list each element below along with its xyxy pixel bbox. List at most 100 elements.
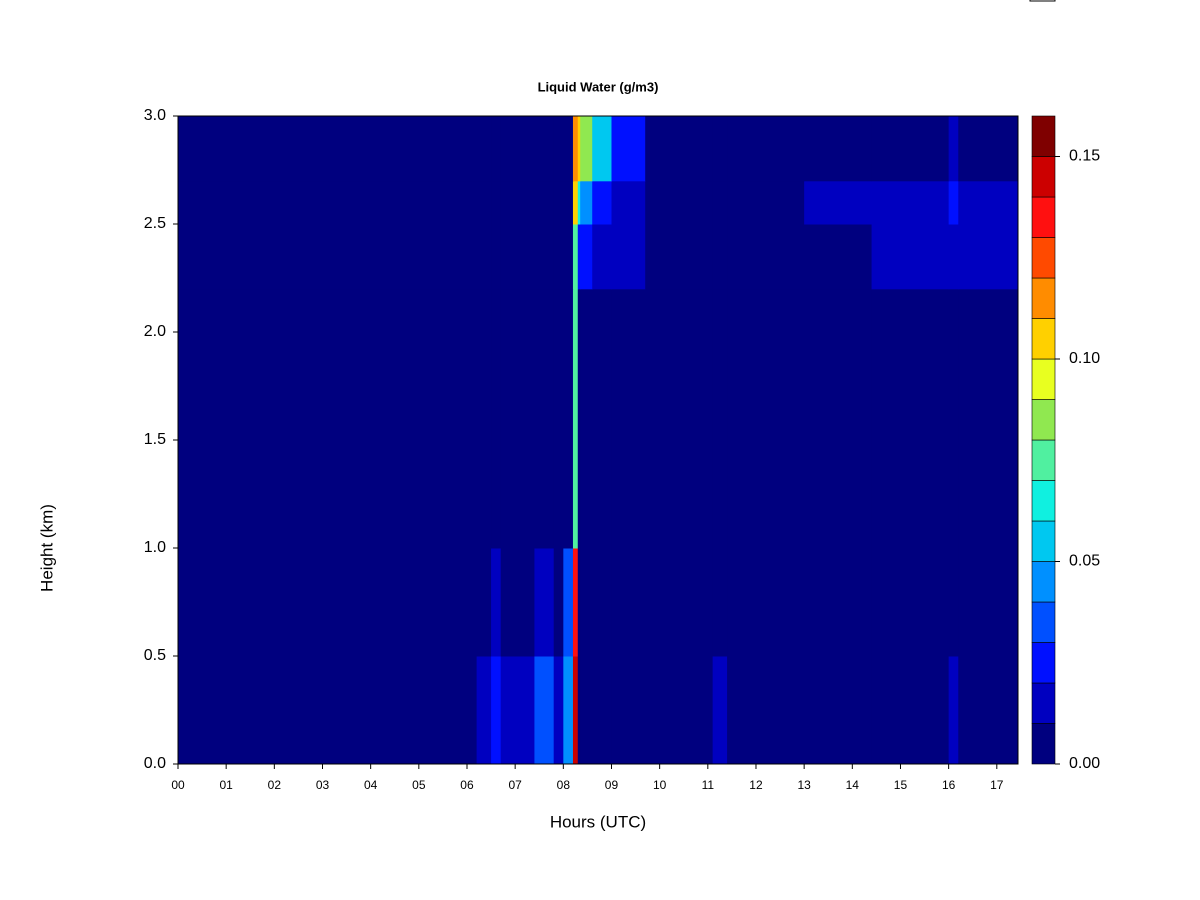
heat-cell: [534, 548, 555, 657]
heat-cell: [958, 656, 1019, 765]
heat-cell: [958, 116, 1019, 182]
heat-cell: [534, 180, 555, 225]
heat-cell: [580, 180, 593, 225]
heat-cell: [500, 180, 535, 225]
x-tick-label: 02: [268, 778, 282, 792]
heat-cell: [592, 548, 612, 657]
heat-cell: [611, 116, 646, 182]
heat-cell: [712, 224, 728, 290]
heat-cell: [577, 180, 581, 225]
heat-cell: [611, 224, 646, 290]
colorbar-band: [1031, 277, 1056, 319]
x-axis-label: Hours (UTC): [550, 812, 646, 831]
y-tick-label: 3.0: [144, 107, 166, 124]
heat-cell: [804, 288, 873, 549]
colorbar-band: [1031, 439, 1056, 481]
heat-cell: [178, 224, 478, 290]
heat-cell: [727, 180, 805, 225]
heat-cell: [476, 116, 492, 182]
heat-cell: [871, 656, 950, 765]
colorbar-band: [1031, 601, 1056, 643]
heat-cell: [804, 224, 873, 290]
heat-cell: [871, 180, 950, 225]
x-tick-label: 17: [990, 778, 1004, 792]
colorbar-tick-label: 0.00: [1069, 755, 1100, 772]
colorbar-band: [1031, 115, 1056, 157]
heat-cell: [592, 288, 612, 549]
heat-cell: [645, 656, 714, 765]
heat-cell: [580, 116, 593, 182]
heat-cell: [500, 116, 535, 182]
x-tick-label: 09: [605, 778, 619, 792]
heat-cell: [948, 548, 959, 657]
corner-box: [1029, 0, 1056, 2]
heat-cell: [491, 116, 502, 182]
heat-cell: [563, 656, 574, 765]
heat-cell: [645, 224, 714, 290]
heat-cell: [645, 180, 714, 225]
heat-cell: [958, 548, 1019, 657]
x-tick-label: 11: [702, 778, 715, 792]
x-tick-label: 07: [508, 778, 522, 792]
colorbar-band: [1031, 561, 1056, 603]
x-tick-label: 16: [942, 778, 956, 792]
heat-cell: [948, 288, 959, 549]
heat-cell: [611, 180, 646, 225]
heat-cell: [563, 224, 574, 290]
heat-cell: [491, 180, 502, 225]
heat-cell: [563, 548, 574, 657]
heat-cell: [712, 288, 728, 549]
heat-cell: [712, 656, 728, 765]
heat-cell: [572, 116, 579, 182]
x-tick-label: 00: [171, 778, 185, 792]
heat-cell: [491, 288, 502, 549]
heat-cell: [580, 656, 593, 765]
heat-cell: [500, 224, 535, 290]
y-tick-label: 1.5: [144, 431, 166, 448]
colorbar-band: [1031, 237, 1056, 279]
colorbar-band: [1031, 156, 1056, 198]
x-tick-label: 06: [460, 778, 474, 792]
heat-cell: [948, 116, 959, 182]
colorbar-band: [1031, 318, 1056, 360]
heat-cell: [871, 224, 950, 290]
heat-cell: [476, 656, 492, 765]
colorbar-tick-label: 0.15: [1069, 148, 1100, 165]
heat-cell: [491, 656, 502, 765]
heat-cell: [534, 288, 555, 549]
heat-cell: [948, 180, 959, 225]
heat-cell: [712, 548, 728, 657]
heat-cell: [727, 224, 805, 290]
heat-cell: [712, 180, 728, 225]
heat-cell: [577, 224, 581, 290]
heat-cell: [476, 180, 492, 225]
heat-cell: [958, 288, 1019, 549]
heat-cell: [553, 548, 564, 657]
heat-cell: [645, 548, 714, 657]
colorbar-band: [1031, 196, 1056, 238]
heat-cell: [553, 180, 564, 225]
chart-title: Liquid Water (g/m3): [538, 79, 659, 94]
heat-cell: [958, 224, 1019, 290]
y-tick-label: 2.0: [144, 323, 166, 340]
heat-cell: [534, 116, 555, 182]
x-tick-label: 01: [219, 778, 233, 792]
heat-cell: [563, 116, 574, 182]
heat-cell: [178, 548, 478, 657]
heat-cell: [592, 224, 612, 290]
heat-cell: [871, 116, 950, 182]
heat-cell: [178, 656, 478, 765]
heat-cell: [577, 288, 581, 549]
heat-cell: [804, 180, 873, 225]
colorbar-band: [1031, 399, 1056, 441]
heat-cell: [553, 288, 564, 549]
heat-cell: [491, 548, 502, 657]
heat-cell: [178, 116, 478, 182]
heat-cell: [534, 656, 555, 765]
heat-cell: [871, 548, 950, 657]
heat-cell: [500, 548, 535, 657]
heat-cell: [727, 548, 805, 657]
heat-cell: [580, 288, 593, 549]
colorbar-band: [1031, 682, 1056, 724]
